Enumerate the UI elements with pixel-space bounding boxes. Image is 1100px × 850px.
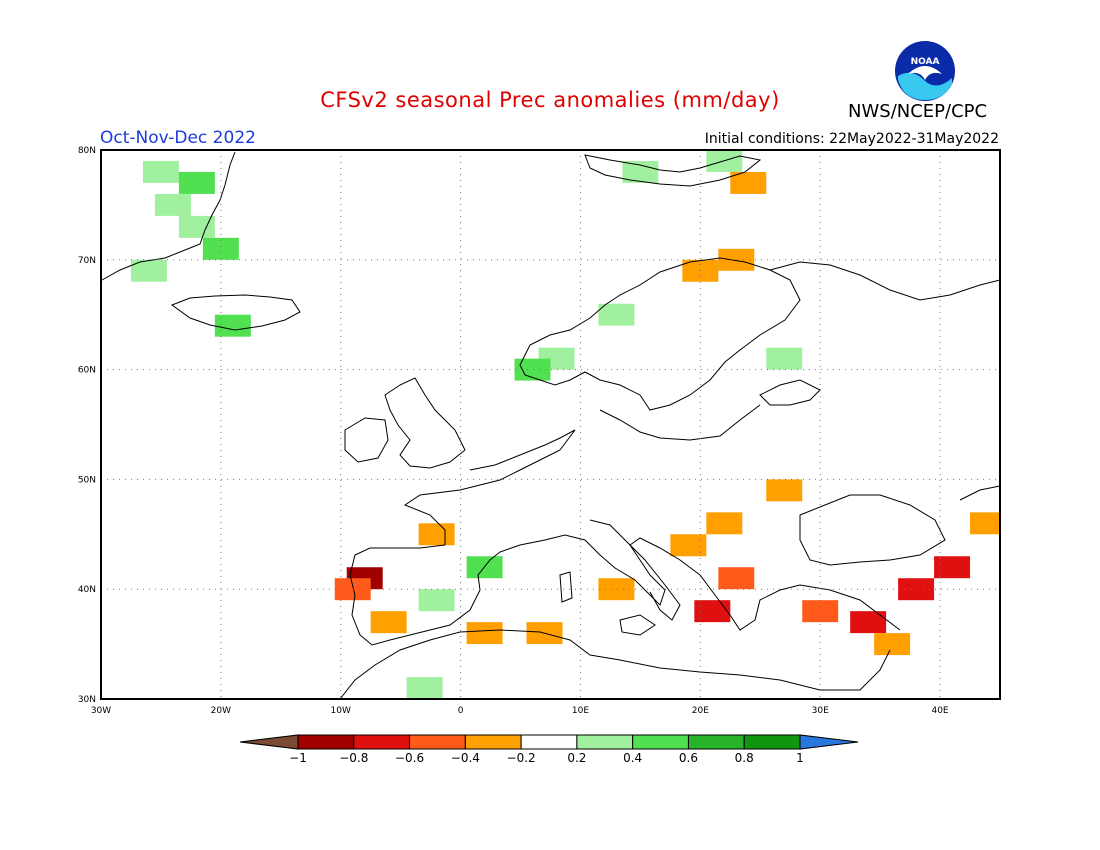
colorbar-label: −1 — [289, 751, 307, 765]
iberia-coast — [349, 544, 501, 646]
lon-tick-label: 10W — [331, 706, 351, 716]
baltic-coast — [599, 404, 761, 441]
svalbard-coast — [584, 154, 762, 187]
lon-tick-label: 20E — [692, 706, 709, 716]
colorbar-box — [576, 734, 634, 750]
sicily-coast — [619, 614, 656, 636]
great-britain-coast — [384, 377, 466, 469]
france-coast — [403, 429, 576, 545]
colorbar-high-arrow — [799, 734, 859, 750]
black-sea-coast — [799, 494, 946, 566]
colorbar-box — [743, 734, 801, 750]
lon-tick-label: 0 — [458, 706, 464, 716]
anomaly-cell — [514, 358, 551, 381]
lon-tick-label: 30W — [91, 706, 111, 716]
lat-tick-label: 30N — [78, 695, 96, 705]
anomaly-cell — [718, 248, 755, 271]
anomaly-cell — [874, 633, 911, 656]
noaa-logo-text: NOAA — [911, 57, 940, 67]
colorbar-label: −0.6 — [394, 751, 425, 765]
forecast-period: Oct-Nov-Dec 2022 — [100, 128, 256, 148]
anomaly-cell — [154, 193, 191, 216]
colorbar-box — [632, 734, 689, 750]
anomaly-cell — [418, 523, 455, 546]
anomaly-cell — [418, 589, 455, 612]
lat-tick-label: 40N — [78, 585, 96, 595]
anomaly-cell — [706, 512, 743, 535]
italy-coast — [589, 519, 681, 621]
lon-tick-label: 30E — [812, 706, 829, 716]
colorbar-label: 0.4 — [623, 751, 643, 765]
colorbar-box — [687, 734, 745, 750]
anomaly-cell — [178, 215, 215, 238]
scandinavia-coast — [519, 257, 801, 411]
map-title: CFSv2 seasonal Prec anomalies (mm/day) — [320, 88, 780, 112]
anomaly-cell — [850, 611, 887, 634]
lon-tick-label: 20W — [211, 706, 231, 716]
anomaly-cell — [142, 160, 179, 183]
iceland-coast — [170, 294, 301, 331]
lon-tick-label: 40E — [931, 706, 948, 716]
anomaly-cell — [730, 171, 767, 194]
greenland-coast — [101, 151, 236, 281]
anomaly-cell — [334, 578, 371, 601]
anomaly-cell — [130, 259, 167, 282]
colorbar-box — [353, 734, 411, 750]
caspian-coast — [959, 485, 1000, 501]
colorbar-label: −0.4 — [450, 751, 480, 765]
anomaly-cell — [670, 534, 707, 557]
lat-tick-label: 60N — [78, 366, 96, 376]
anomaly-cell — [898, 578, 935, 601]
anomaly-cell — [694, 600, 731, 623]
initial-conditions: Initial conditions: 22May2022-31May2022 — [704, 131, 999, 147]
colorbar-low-arrow — [239, 734, 299, 750]
colorbar-label: 0.8 — [734, 751, 754, 765]
agency-label: NWS/NCEP/CPC — [848, 101, 988, 122]
lat-tick-label: 70N — [78, 256, 96, 266]
anomaly-cell — [598, 303, 635, 326]
sardinia-coast — [559, 571, 573, 603]
anomaly-cell — [622, 160, 659, 183]
anomaly-cell — [370, 611, 407, 634]
colorbar-box — [409, 734, 466, 750]
gulf-finland — [759, 379, 821, 406]
anomaly-cell — [202, 237, 239, 260]
colorbar-box — [297, 734, 355, 750]
med-north-shore — [499, 534, 901, 631]
anomaly-cell — [178, 171, 215, 194]
colorbar-label: −0.2 — [506, 751, 536, 765]
lat-tick-label: 80N — [78, 146, 96, 156]
colorbar-label: 0.6 — [678, 751, 698, 765]
lon-tick-label: 10E — [572, 706, 589, 716]
colorbar-box — [464, 734, 522, 750]
anomaly-cell — [598, 578, 635, 601]
lat-tick-label: 50N — [78, 475, 96, 485]
colorbar-label: −0.8 — [339, 751, 369, 765]
anomaly-cell — [766, 479, 803, 502]
colorbar-box — [520, 734, 578, 750]
colorbar-label: 0.2 — [567, 751, 587, 765]
anomaly-cell — [406, 677, 443, 699]
anomaly-cell — [214, 314, 251, 337]
anomaly-cell — [802, 600, 839, 623]
finland-coast — [769, 261, 1000, 301]
colorbar-label: 1 — [796, 751, 804, 765]
map-frame — [100, 149, 1001, 700]
anomaly-cell — [766, 347, 803, 370]
anomaly-cell — [934, 556, 971, 579]
anomaly-cell — [466, 622, 503, 645]
ireland-coast — [344, 417, 389, 463]
anomaly-cell — [718, 567, 755, 590]
anomaly-cell — [970, 512, 1000, 535]
noaa-logo-icon: NOAA — [895, 41, 955, 101]
